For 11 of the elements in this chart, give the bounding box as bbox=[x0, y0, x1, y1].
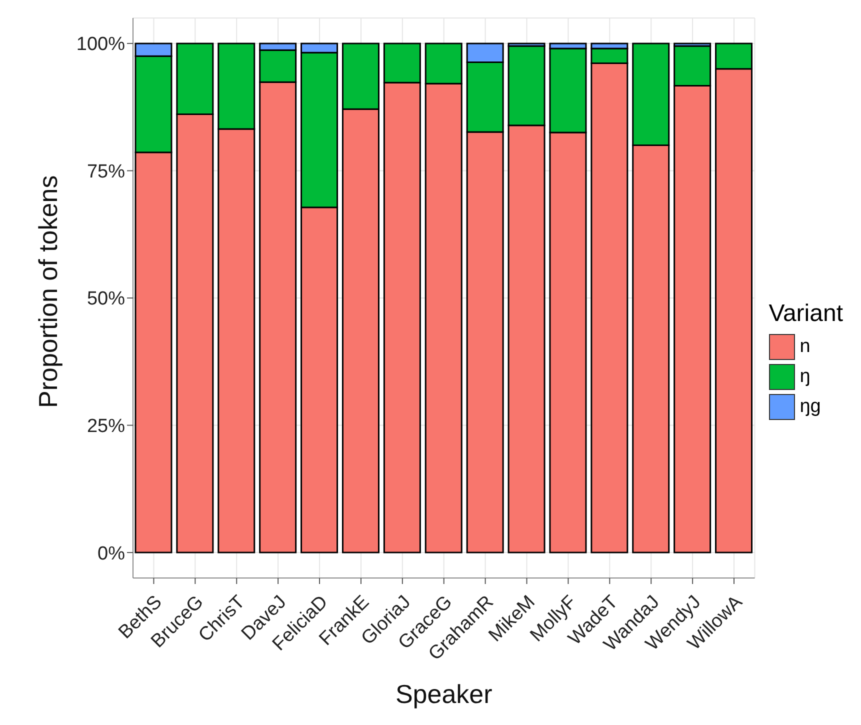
legend-label: ŋg bbox=[800, 396, 821, 418]
y-tick-label: 50% bbox=[86, 288, 126, 310]
y-tick-label: 75% bbox=[86, 161, 126, 182]
y-tick-label: 0% bbox=[98, 543, 126, 564]
text: n bbox=[800, 336, 810, 358]
legend-title: Variant bbox=[768, 300, 843, 328]
legend-label: ŋ bbox=[800, 366, 810, 388]
y-axis-title: Proportion of tokens bbox=[33, 175, 64, 408]
y-tick-label: 100% bbox=[76, 34, 126, 56]
y-tick-label: 25% bbox=[86, 416, 126, 438]
x-axis-title: Speaker bbox=[395, 679, 493, 709]
